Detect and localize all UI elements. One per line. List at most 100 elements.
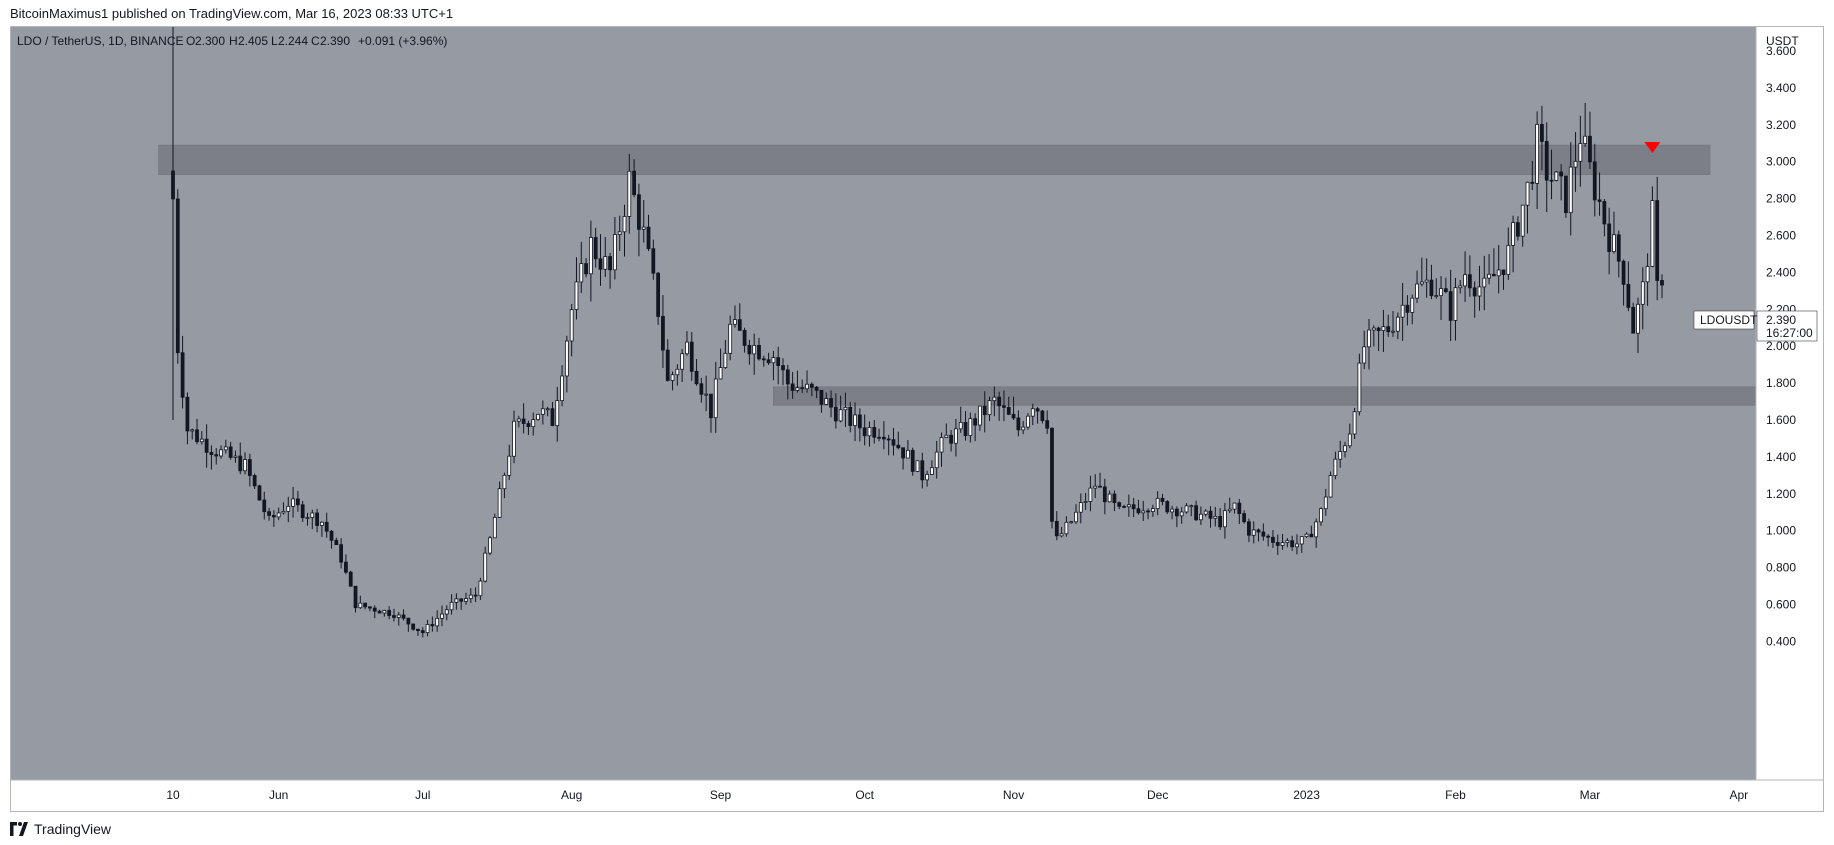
candle-body-down xyxy=(411,623,416,630)
candle-body-down xyxy=(459,598,464,602)
candle xyxy=(1184,503,1189,514)
legend-open-key: O xyxy=(186,34,195,48)
candle xyxy=(1631,302,1636,334)
candle-body-up xyxy=(1453,287,1458,321)
candle xyxy=(1583,102,1588,147)
resistance-marker xyxy=(1644,141,1661,153)
candle xyxy=(243,452,247,475)
candle xyxy=(1549,149,1554,200)
candle xyxy=(531,412,536,436)
candle xyxy=(175,189,180,364)
candle-body-up xyxy=(1189,505,1194,508)
candle-body-up xyxy=(1650,200,1655,267)
candle-body-up xyxy=(944,434,949,438)
candle xyxy=(1251,521,1256,544)
candle xyxy=(1237,498,1242,525)
candle-body-up xyxy=(1357,362,1362,413)
candle-body-up xyxy=(1232,502,1237,510)
candle-body-up xyxy=(560,375,564,401)
candle-body-down xyxy=(175,198,180,354)
candle xyxy=(862,414,867,446)
candle xyxy=(1338,440,1343,468)
candle-body-up xyxy=(564,340,569,377)
candle xyxy=(867,421,872,447)
candle-body-down xyxy=(1050,427,1054,522)
candle-body-up xyxy=(1078,502,1083,513)
candle xyxy=(1496,245,1501,294)
candle-body-down xyxy=(1472,287,1477,297)
current-price-box xyxy=(1756,310,1818,342)
ohlc-legend: O 2.300 H 2.405 L 2.244 C 2.390 +0.091 (… xyxy=(186,34,447,48)
candle-body-up xyxy=(704,393,709,396)
candle xyxy=(1477,265,1482,311)
candle xyxy=(891,427,896,456)
candle xyxy=(502,472,507,499)
candle xyxy=(1362,330,1367,370)
candle xyxy=(1002,390,1006,422)
candle-body-down xyxy=(1655,200,1660,281)
candle xyxy=(987,396,992,422)
candle xyxy=(963,411,968,441)
candle-body-up xyxy=(1126,504,1131,508)
candle xyxy=(1107,490,1112,503)
candle xyxy=(1122,504,1126,509)
candle-body-up xyxy=(1088,487,1093,502)
candle xyxy=(262,491,267,520)
candle-body-down xyxy=(1006,407,1011,415)
candle-body-up xyxy=(425,624,430,634)
candle-body-up xyxy=(771,357,776,364)
candle xyxy=(1621,259,1626,306)
candle-body-down xyxy=(1174,508,1179,517)
candle-body-up xyxy=(358,602,363,609)
candle-body-up xyxy=(588,237,593,275)
candle xyxy=(1045,410,1050,434)
candle-body-down xyxy=(1564,175,1568,214)
candle xyxy=(1074,504,1078,525)
candle-body-up xyxy=(1203,510,1208,515)
candle xyxy=(1367,318,1371,370)
candle-body-down xyxy=(334,539,339,546)
candle xyxy=(1261,523,1266,541)
candle-body-up xyxy=(1424,279,1429,283)
candle xyxy=(1170,505,1174,520)
candle xyxy=(1660,274,1664,299)
candle-body-up xyxy=(1107,493,1112,503)
candle xyxy=(689,332,694,381)
candle-body-up xyxy=(435,617,440,627)
candle xyxy=(1386,314,1391,337)
candle-body-down xyxy=(209,451,214,456)
candle xyxy=(295,490,300,512)
candle xyxy=(1564,175,1568,218)
candle xyxy=(238,442,243,475)
candle xyxy=(881,421,886,450)
candle xyxy=(550,401,555,427)
candle xyxy=(1035,406,1040,424)
candle-body-down xyxy=(344,561,348,573)
candle xyxy=(728,315,733,361)
candle-body-up xyxy=(680,353,685,370)
candle xyxy=(1491,248,1496,277)
marker-layer xyxy=(1644,141,1661,153)
candle xyxy=(1223,502,1227,539)
candle xyxy=(747,339,752,365)
candle xyxy=(978,405,982,431)
candle xyxy=(1309,525,1314,538)
legend-close-value: 2.390 xyxy=(320,34,350,48)
candle xyxy=(1439,276,1443,321)
y-tick-label: 0.600 xyxy=(1766,598,1796,612)
candle xyxy=(348,570,353,587)
candle-body-down xyxy=(1016,417,1021,431)
candle xyxy=(334,537,339,546)
candle-body-up xyxy=(1199,513,1203,521)
candle-body-down xyxy=(300,504,305,519)
candle xyxy=(997,391,1002,421)
candle-body-up xyxy=(992,396,997,402)
candle xyxy=(310,509,315,530)
x-tick-label: Feb xyxy=(1445,788,1466,802)
candle xyxy=(910,447,915,476)
candle xyxy=(1083,493,1088,510)
candle xyxy=(416,628,420,636)
candle-body-up xyxy=(507,455,512,476)
candle xyxy=(1232,502,1237,514)
